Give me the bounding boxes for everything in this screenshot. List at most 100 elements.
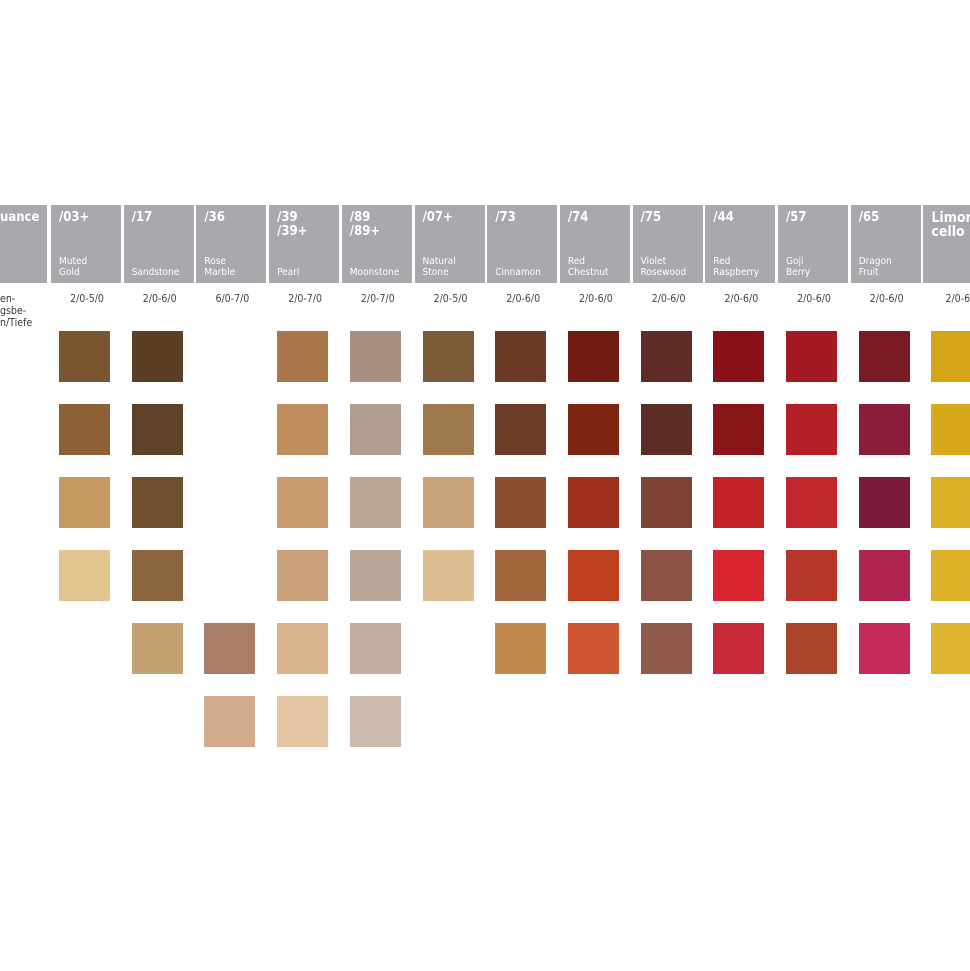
header-code: /89/89+	[350, 211, 412, 239]
code-line: /39	[277, 210, 298, 225]
header-code: /73	[495, 211, 557, 225]
swatch	[640, 550, 692, 601]
swatch	[349, 623, 401, 674]
swatch	[277, 623, 329, 674]
swatch	[931, 623, 970, 674]
swatch	[858, 404, 910, 455]
swatch	[59, 331, 110, 382]
swatch	[204, 696, 256, 747]
swatch	[567, 623, 619, 674]
row-label-line: en-	[0, 293, 16, 305]
swatch	[277, 696, 329, 747]
header-code: /57	[786, 211, 848, 225]
swatch	[567, 404, 619, 455]
code-line: /75	[640, 210, 662, 225]
code-line: /89	[349, 210, 371, 225]
name-line: Rose	[204, 256, 226, 267]
header-code: /03+	[59, 211, 121, 225]
header-name: Muted Gold	[59, 256, 87, 278]
swatch	[786, 623, 837, 674]
name-line: Raspberry	[713, 267, 760, 278]
range-label: 2/0-6/0	[869, 293, 904, 305]
swatch	[713, 477, 765, 528]
swatch	[640, 623, 692, 674]
header-code: /44	[713, 211, 775, 225]
code-line: Limon-	[931, 210, 970, 226]
header-code: /36	[204, 211, 266, 225]
swatch	[858, 477, 910, 528]
header-cell: /73 Cinnamon	[487, 205, 558, 283]
name-line: Dragon	[858, 256, 892, 267]
swatch	[495, 550, 547, 601]
swatch	[277, 331, 329, 382]
header-code: Limon-cello	[931, 211, 970, 239]
range-label: 2/0-6/0	[142, 293, 177, 305]
swatch	[567, 550, 619, 601]
swatch	[422, 404, 474, 455]
header-name: Red Chestnut	[568, 256, 609, 278]
code-line: /17	[131, 210, 153, 225]
header-cell: uance	[0, 205, 47, 283]
header-code: /17	[132, 211, 194, 225]
header-cell: /36 Rose Marble	[196, 205, 267, 283]
name-line: Red	[713, 256, 731, 267]
header-code: /75	[641, 211, 703, 225]
swatch	[713, 331, 765, 382]
range-label: 2/0-5/0	[70, 293, 104, 305]
swatch	[59, 404, 110, 455]
code-line: /65	[858, 210, 880, 225]
swatch	[131, 477, 183, 528]
swatch	[204, 623, 256, 674]
header-cell: /74 Red Chestnut	[559, 205, 630, 283]
header-name: Dragon Fruit	[859, 256, 892, 278]
row-label-line: n/Tiefe	[0, 317, 33, 329]
swatch	[931, 404, 970, 455]
swatch	[931, 477, 970, 528]
name-line: Stone	[422, 267, 449, 278]
swatch	[349, 550, 401, 601]
header-cell: /89/89+ Moonstone	[341, 205, 412, 283]
header-name: Goji Berry	[786, 256, 810, 278]
header-cell: /57 Goji Berry	[778, 205, 848, 283]
swatch	[858, 550, 910, 601]
swatch	[567, 331, 619, 382]
name-line: Violet	[640, 256, 667, 267]
swatch	[786, 477, 837, 528]
swatch	[495, 404, 547, 455]
name-line: Chestnut	[567, 267, 609, 278]
name-line: Cinnamon	[495, 267, 541, 278]
header-cell: /03+ Muted Gold	[51, 205, 121, 283]
swatch	[277, 477, 329, 528]
header-cell: /65 Dragon Fruit	[850, 205, 921, 283]
name-line: Fruit	[858, 267, 879, 278]
range-label: 2/0-6/0	[724, 293, 759, 305]
name-line: Sandstone	[131, 267, 180, 278]
code-line: /73	[495, 210, 516, 225]
swatch	[495, 331, 547, 382]
swatch	[640, 331, 692, 382]
code-line: /57	[786, 210, 807, 225]
code-line: cello	[931, 224, 965, 240]
swatch	[131, 623, 183, 674]
name-line: Red	[567, 256, 585, 267]
swatch	[858, 331, 910, 382]
swatch	[349, 404, 401, 455]
swatch	[786, 404, 837, 455]
range-label: 2/0-6/0	[651, 293, 686, 305]
header-code: uance	[0, 210, 40, 225]
code-line: /39+	[277, 224, 308, 239]
swatch	[131, 550, 183, 601]
code-line: /07+	[422, 210, 453, 225]
code-line: /36	[204, 210, 225, 225]
header-name: Violet Rosewood	[641, 256, 687, 278]
header-name: Pearl	[277, 267, 299, 278]
swatch	[495, 477, 547, 528]
name-line: Gold	[59, 267, 80, 278]
swatch	[931, 550, 970, 601]
swatch	[567, 477, 619, 528]
range-label: 2/0-5/0	[433, 293, 468, 305]
swatch	[349, 331, 401, 382]
range-label: 2/0-6/0	[578, 293, 613, 305]
range-label: 2/0-7/0	[288, 293, 322, 305]
name-line: Natural	[422, 256, 456, 267]
